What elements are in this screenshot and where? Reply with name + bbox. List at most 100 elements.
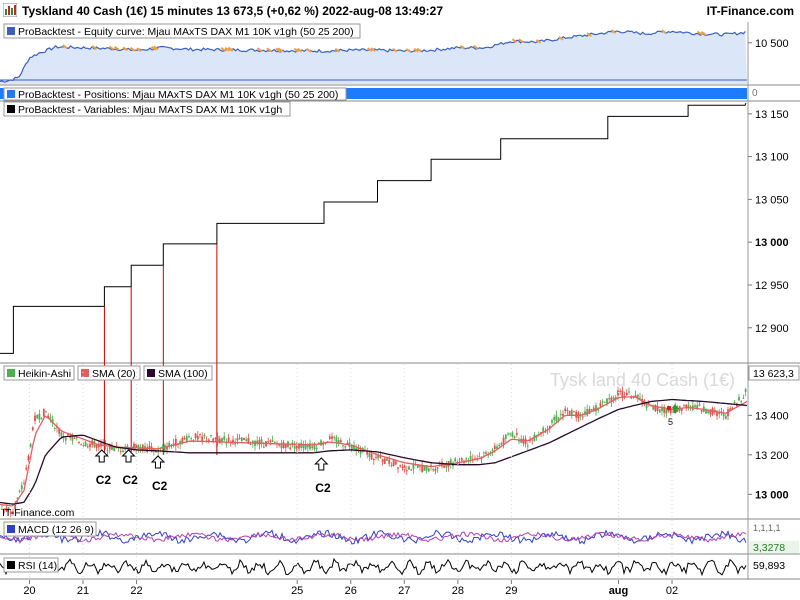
candle-body [311, 446, 314, 448]
candle-body [238, 437, 241, 439]
rsi-legend-box [3, 557, 59, 573]
candle-body [342, 445, 344, 447]
candle-body [86, 446, 89, 448]
candle-body [199, 434, 201, 436]
trade-arrow-label: C2 [315, 481, 331, 495]
trade-arrow-label: C2 [96, 473, 112, 487]
candle-body [656, 406, 659, 411]
variables-panel[interactable]: ProBacktest - Variables: Mjau MAxTS DAX … [0, 101, 747, 354]
candle-body [203, 434, 206, 437]
legend-heikin-ashi-box [3, 365, 75, 381]
positions-legend-box [3, 87, 347, 101]
trade-up-arrow-icon [150, 455, 166, 469]
price-legend: Heikin-Ashi SMA (20) SMA (100) [3, 365, 213, 381]
candle-body [25, 467, 28, 470]
candle-body [135, 444, 138, 450]
candle-body [375, 456, 377, 458]
candle-body [267, 441, 270, 443]
candle-body [240, 437, 243, 442]
candle-body [229, 442, 232, 444]
candle-body [27, 456, 30, 461]
candle-body [694, 405, 696, 408]
equity-highlight-segment [405, 48, 412, 53]
candle-body [740, 400, 743, 402]
candle-body [610, 397, 613, 402]
equity-panel[interactable]: ProBacktest - Equity curve: Mjau MAxTS D… [0, 23, 747, 84]
positions-legend-label: ProBacktest - Positions: Mjau MAxTS DAX … [18, 89, 338, 101]
candle-body [383, 458, 386, 464]
equity-highlight-segment [367, 47, 373, 53]
candle-body [298, 443, 300, 449]
macd-panel[interactable]: MACD (12 26 9) 1,1,1,1 3,3278 [0, 521, 799, 554]
candle-body [106, 450, 109, 452]
candle-body [201, 436, 204, 442]
candle-body [31, 427, 34, 431]
candle-body [661, 407, 663, 412]
candle-body [60, 432, 63, 437]
candle-body [491, 449, 494, 452]
candle-body [317, 442, 320, 444]
candle-body [168, 442, 171, 447]
candle-body [518, 440, 520, 442]
equity-highlight-segment [136, 47, 142, 52]
candle-body [744, 389, 747, 392]
candle-body [20, 485, 23, 490]
candle-body [29, 443, 32, 448]
positions-panel[interactable]: ProBacktest - Positions: Mjau MAxTS DAX … [0, 87, 758, 101]
candle-body [7, 507, 10, 510]
equity-highlight-segment [661, 29, 667, 35]
candle-body [614, 397, 617, 400]
candle-body [212, 438, 215, 441]
candle-body [449, 459, 452, 465]
candle-body [687, 404, 690, 409]
macd-legend-swatch [7, 525, 15, 533]
x-tick-label: 28 [452, 585, 464, 597]
candle-body [104, 443, 107, 445]
candle-body [309, 443, 311, 450]
y-tick-label: 13 050 [755, 194, 789, 206]
candle-body [401, 466, 404, 468]
candle-body [291, 442, 294, 444]
candle-body [507, 433, 509, 435]
candle-body [419, 465, 421, 467]
equity-legend-box [3, 23, 361, 39]
candle-body [738, 396, 740, 401]
y-tick-label: 13 000 [755, 237, 789, 249]
candle-body [251, 440, 254, 444]
candle-body [498, 444, 501, 446]
candle-body [621, 390, 624, 398]
candle-body [716, 412, 718, 416]
candle-body [586, 409, 589, 416]
equity-highlight-segment [459, 44, 466, 50]
candle-body [524, 438, 527, 445]
candle-body [45, 411, 47, 413]
candle-body [190, 438, 193, 440]
candle-body [368, 452, 371, 458]
candle-body [381, 459, 384, 463]
equity-highlight-segment [518, 38, 524, 44]
trade-arrow-label: C2 [152, 479, 168, 493]
candle-body [625, 392, 628, 396]
candle-body [485, 452, 487, 454]
macd-top-value: 1,1,1,1 [753, 523, 781, 533]
candle-body [196, 435, 199, 440]
rsi-legend-label: RSI (14) [18, 560, 57, 572]
candle-body [328, 436, 331, 439]
candle-body [652, 406, 655, 410]
rsi-panel[interactable]: RSI (14) 59,893 [0, 557, 785, 577]
macd-signal-line [0, 531, 747, 543]
candle-body [339, 440, 342, 443]
candle-body [482, 452, 485, 454]
candle-body [416, 465, 419, 468]
candle-body [84, 441, 87, 447]
candle-body [634, 395, 637, 398]
y-tick-label: 12 900 [755, 323, 789, 335]
candle-body [273, 441, 276, 443]
candle-body [207, 439, 210, 441]
price-panel[interactable]: Tysk land 40 Cash (1€) C2 C2 C2 C2 5 Heikin-… [0, 365, 800, 519]
candle-body [227, 437, 230, 442]
current-price-box [748, 365, 800, 381]
trade-arrows: C2 C2 C2 C2 5 [94, 404, 680, 495]
equity-highlight-segment [153, 45, 159, 51]
